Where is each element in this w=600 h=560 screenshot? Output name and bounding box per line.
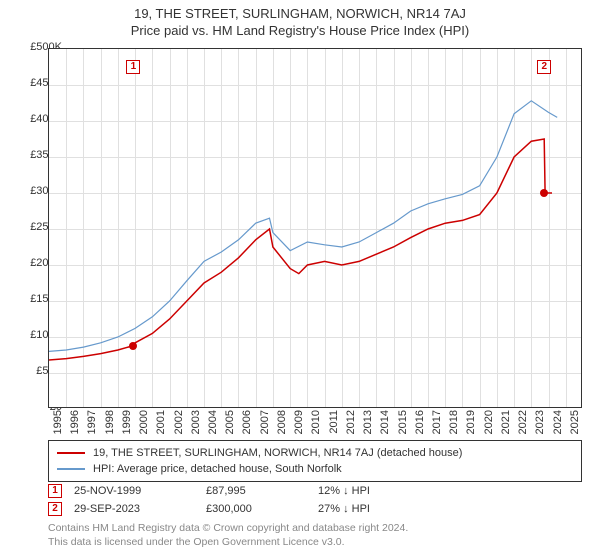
legend-row: 19, THE STREET, SURLINGHAM, NORWICH, NR1… bbox=[57, 445, 573, 461]
x-tick-label: 2020 bbox=[483, 410, 495, 440]
x-tick-label: 2019 bbox=[465, 410, 477, 440]
transaction-table: 1 25-NOV-1999 £87,995 12% ↓ HPI 2 29-SEP… bbox=[48, 482, 582, 518]
x-tick-label: 2016 bbox=[414, 410, 426, 440]
txn-delta: 12% ↓ HPI bbox=[318, 485, 418, 497]
x-tick-label: 2003 bbox=[190, 410, 202, 440]
marker-badge: 2 bbox=[48, 502, 62, 516]
legend-label: 19, THE STREET, SURLINGHAM, NORWICH, NR1… bbox=[93, 447, 462, 459]
title-block: 19, THE STREET, SURLINGHAM, NORWICH, NR1… bbox=[0, 0, 600, 38]
table-row: 2 29-SEP-2023 £300,000 27% ↓ HPI bbox=[48, 500, 582, 518]
legend-swatch bbox=[57, 468, 85, 470]
table-row: 1 25-NOV-1999 £87,995 12% ↓ HPI bbox=[48, 482, 582, 500]
txn-price: £300,000 bbox=[206, 503, 306, 515]
legend-label: HPI: Average price, detached house, Sout… bbox=[93, 463, 342, 475]
line-series-svg bbox=[49, 49, 583, 409]
x-tick-label: 2010 bbox=[310, 410, 322, 440]
x-tick-label: 1996 bbox=[69, 410, 81, 440]
x-tick-label: 2025 bbox=[569, 410, 581, 440]
x-tick-label: 2008 bbox=[276, 410, 288, 440]
series-hpi bbox=[49, 101, 557, 352]
marker-box: 1 bbox=[126, 60, 140, 74]
footer-line: Contains HM Land Registry data © Crown c… bbox=[48, 522, 408, 536]
legend: 19, THE STREET, SURLINGHAM, NORWICH, NR1… bbox=[48, 440, 582, 482]
x-tick-label: 1995 bbox=[52, 410, 64, 440]
x-tick-label: 2014 bbox=[379, 410, 391, 440]
x-tick-label: 2022 bbox=[517, 410, 529, 440]
x-tick-label: 2013 bbox=[362, 410, 374, 440]
txn-delta: 27% ↓ HPI bbox=[318, 503, 418, 515]
txn-price: £87,995 bbox=[206, 485, 306, 497]
x-tick-label: 2017 bbox=[431, 410, 443, 440]
series-price_paid bbox=[49, 139, 552, 360]
marker-badge: 1 bbox=[48, 484, 62, 498]
legend-swatch bbox=[57, 452, 85, 454]
title-main: 19, THE STREET, SURLINGHAM, NORWICH, NR1… bbox=[0, 6, 600, 21]
chart-plot-area: 12 bbox=[48, 48, 582, 408]
x-tick-label: 1999 bbox=[121, 410, 133, 440]
title-sub: Price paid vs. HM Land Registry's House … bbox=[0, 23, 600, 38]
x-tick-label: 2002 bbox=[173, 410, 185, 440]
x-tick-label: 2012 bbox=[345, 410, 357, 440]
x-tick-label: 2018 bbox=[448, 410, 460, 440]
x-tick-label: 2015 bbox=[397, 410, 409, 440]
x-tick-label: 2023 bbox=[534, 410, 546, 440]
x-tick-label: 2021 bbox=[500, 410, 512, 440]
x-tick-label: 2000 bbox=[138, 410, 150, 440]
footer-line: This data is licensed under the Open Gov… bbox=[48, 536, 408, 550]
txn-date: 25-NOV-1999 bbox=[74, 485, 194, 497]
x-tick-label: 2004 bbox=[207, 410, 219, 440]
footer: Contains HM Land Registry data © Crown c… bbox=[48, 522, 408, 549]
x-tick-label: 2011 bbox=[328, 410, 340, 440]
txn-date: 29-SEP-2023 bbox=[74, 503, 194, 515]
x-tick-label: 2005 bbox=[224, 410, 236, 440]
x-tick-label: 2024 bbox=[552, 410, 564, 440]
x-tick-label: 2006 bbox=[241, 410, 253, 440]
legend-row: HPI: Average price, detached house, Sout… bbox=[57, 461, 573, 477]
x-tick-label: 2001 bbox=[155, 410, 167, 440]
x-tick-label: 1997 bbox=[86, 410, 98, 440]
x-tick-label: 2009 bbox=[293, 410, 305, 440]
x-tick-label: 2007 bbox=[259, 410, 271, 440]
chart-container: 19, THE STREET, SURLINGHAM, NORWICH, NR1… bbox=[0, 0, 600, 560]
x-tick-label: 1998 bbox=[104, 410, 116, 440]
marker-box: 2 bbox=[537, 60, 551, 74]
